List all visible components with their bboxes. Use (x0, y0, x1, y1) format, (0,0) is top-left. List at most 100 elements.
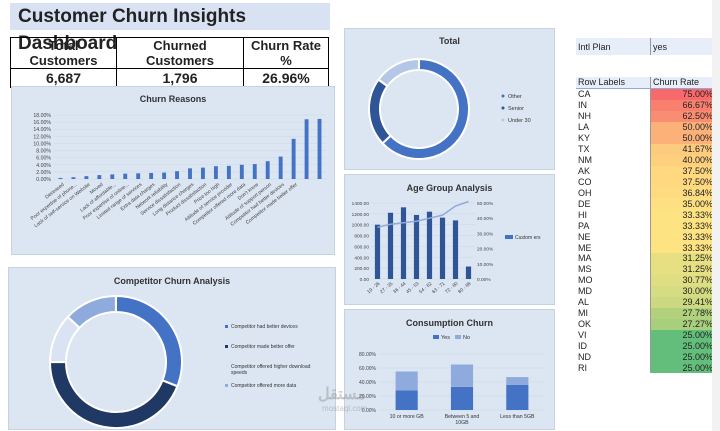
x-tick-label: 10 or more GB (390, 414, 425, 420)
y2-tick-label: 10.00% (477, 262, 494, 268)
bar (58, 177, 63, 179)
kpi-value-churned: 1,796 (116, 68, 244, 88)
table-row: MI 27.78% (576, 307, 715, 319)
state-label: ID (576, 340, 651, 352)
bar (84, 176, 89, 179)
consumption-churn-chart[interactable]: Consumption Churn 0.00% 20.00% 40.00% 60.00… (344, 309, 555, 430)
table-row: KY 50.00% (576, 132, 715, 144)
x-tick-label: 72 - 80 (444, 281, 460, 295)
kpi-table: Total Customers Churned Customers Churn … (10, 37, 329, 88)
dashboard-title: Customer Churn Insights Dashboard (10, 3, 330, 54)
state-rate: 33.33% (650, 209, 715, 221)
intl-plan-filter[interactable]: Intl Plan yes (576, 38, 715, 55)
table-row: NM 40.00% (576, 154, 715, 166)
total-donut-chart[interactable]: Total Other Senior Under 30 (344, 28, 555, 170)
vertical-scrollbar[interactable] (712, 0, 720, 431)
total-donut-svg: Other Senior Under 30 (368, 57, 531, 160)
line-series (377, 200, 469, 229)
y2-tick-label: 20.00% (477, 247, 494, 253)
x-tick-label: Between 5 and (445, 414, 480, 420)
table-row: LA 50.00% (576, 121, 715, 133)
x-tick-label: 27 - 35 (379, 281, 395, 295)
state-rate: 25.00% (650, 362, 715, 374)
table-row: HI 33.33% (576, 209, 715, 221)
y-tick-label: 800.00 (354, 234, 369, 240)
bar (387, 212, 394, 279)
bar (110, 174, 115, 179)
legend-label: Senior (508, 106, 524, 112)
table-row: AK 37.50% (576, 165, 715, 177)
legend-label: Yes (441, 335, 450, 341)
state-label: MI (576, 307, 651, 319)
x-tick-label: 10GB (455, 420, 469, 426)
state-rate: 27.27% (650, 318, 715, 330)
legend-label: Competitor offered more data (231, 383, 296, 389)
state-label: AK (576, 165, 651, 177)
donut-slice (48, 361, 179, 429)
y-tick-label: 600.00 (354, 244, 369, 250)
state-rate: 75.00% (650, 88, 715, 100)
state-rate: 33.33% (650, 242, 715, 253)
legend-label: Other (508, 94, 522, 100)
watermark-url: mostaql.com (322, 404, 368, 413)
competitor-churn-chart[interactable]: Competitor Churn Analysis Competitor had… (8, 267, 336, 430)
y-tick-label: 400.00 (354, 255, 369, 261)
state-rate: 33.33% (650, 220, 715, 232)
state-label: MA (576, 253, 651, 264)
state-rate: 62.50% (650, 110, 715, 122)
state-label: NE (576, 231, 651, 243)
state-rate: 41.67% (650, 143, 715, 155)
bar (201, 167, 205, 179)
state-label: ME (576, 242, 651, 253)
watermark-logo: مستقل (318, 386, 366, 403)
state-label: NM (576, 154, 651, 166)
chart-title: Consumption Churn (406, 318, 493, 328)
kpi-value-rate: 26.96% (243, 68, 329, 88)
y-tick-label: 80.00% (359, 352, 377, 358)
y-tick-label: 0.00% (36, 177, 51, 183)
table-row: TX 41.67% (576, 143, 715, 155)
table-row: IN 66.67% (576, 99, 715, 111)
state-label: NH (576, 110, 651, 122)
churn-rate-header: Churn Rate (650, 77, 715, 89)
state-rate: 36.84% (650, 187, 715, 199)
table-row: MD 30.00% (576, 285, 715, 297)
state-rate: 50.00% (650, 132, 715, 144)
bar (188, 168, 192, 179)
table-row: OK 27.27% (576, 318, 715, 330)
table-row: NH 62.50% (576, 110, 715, 122)
x-tick-label: Less than 5GB (500, 414, 535, 420)
legend-marker (225, 384, 228, 387)
bar (252, 164, 257, 179)
y2-tick-label: 40.00% (477, 216, 494, 222)
row-labels-header[interactable]: Row Labels (576, 77, 651, 89)
legend-marker (501, 94, 505, 98)
bar (175, 171, 179, 179)
legend-label: No (463, 335, 470, 341)
bar (400, 207, 407, 279)
state-label: ND (576, 351, 651, 363)
kpi-value-total: 6,687 (10, 68, 117, 88)
bar (413, 214, 420, 279)
state-rate: 35.00% (650, 198, 715, 210)
state-rate: 40.00% (650, 154, 715, 166)
y-tick-label: 4.00% (36, 163, 51, 169)
intl-plan-value[interactable]: yes (650, 38, 715, 55)
table-row: MS 31.25% (576, 263, 715, 275)
y-tick-label: 40.00% (359, 380, 377, 386)
table-row: DE 35.00% (576, 198, 715, 210)
bar (465, 266, 472, 279)
y-tick-label: 10.00% (33, 141, 51, 147)
intl-plan-label: Intl Plan (576, 38, 651, 55)
state-rate: 27.78% (650, 307, 715, 319)
y-tick-label: 200.00 (354, 266, 369, 272)
bar (149, 172, 154, 179)
churn-reasons-chart[interactable]: Churn Reasons 0.00% 2.00% 4.00% 6.00% 8.00% 1… (11, 86, 335, 255)
bar (450, 364, 474, 387)
consumption-svg: 0.00% 20.00% 40.00% 60.00% 80.00% 10 or more … (359, 335, 545, 426)
bar (374, 224, 381, 279)
state-label: TX (576, 143, 651, 155)
state-rate: 30.00% (650, 285, 715, 297)
age-group-chart[interactable]: Age Group Analysis 0.00 200.00 400.00 600.0… (344, 174, 555, 305)
x-tick-label: 80 - 88 (457, 281, 473, 295)
